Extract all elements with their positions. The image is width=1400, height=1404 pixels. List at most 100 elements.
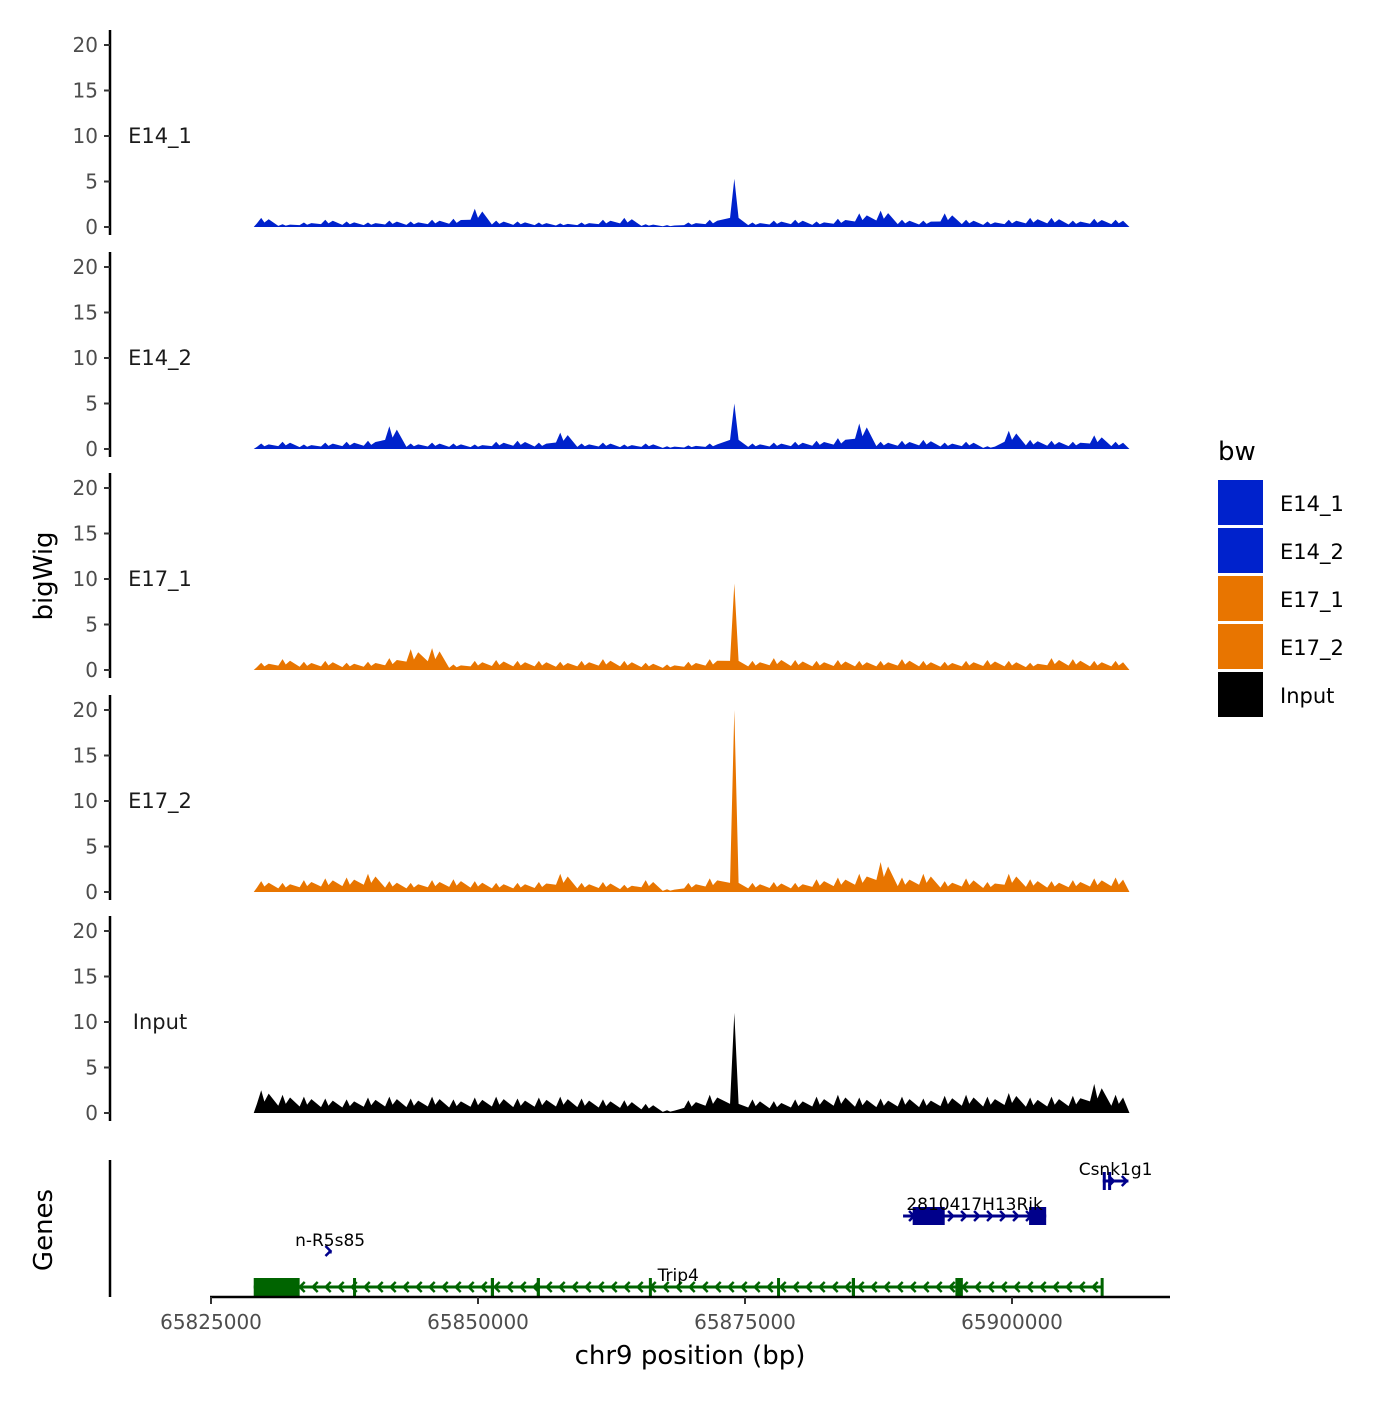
gene-2810417H13Rik: 2810417H13Rik [903, 1195, 1047, 1225]
strand-arrow [466, 1281, 475, 1293]
strand-arrow [297, 1281, 306, 1293]
legend-swatch-E14_1 [1218, 480, 1263, 525]
x-axis-title: chr9 position (bp) [575, 1341, 806, 1371]
y-axis-title: bigWig [29, 531, 59, 620]
strand-arrow [804, 1281, 813, 1293]
strand-arrow [1077, 1281, 1086, 1293]
y-tick-label: 5 [85, 613, 98, 637]
genes-axis-title: Genes [29, 1189, 59, 1271]
strand-arrow [596, 1281, 605, 1293]
x-tick-label: 65850000 [427, 1310, 529, 1334]
strand-arrow [583, 1281, 592, 1293]
strand-arrow [843, 1281, 852, 1293]
legend-swatch-E14_2 [1218, 528, 1263, 573]
strand-arrow [765, 1281, 774, 1293]
strand-arrow [674, 1281, 683, 1293]
y-tick-label: 5 [85, 170, 98, 194]
track-label: E17_1 [128, 567, 192, 592]
track-label: E14_2 [128, 346, 192, 371]
gene-label: n-R5s85 [295, 1231, 365, 1251]
y-tick-label: 10 [73, 346, 98, 370]
signal-area-Input [253, 1012, 1130, 1113]
strand-arrow [310, 1281, 319, 1293]
y-tick-label: 20 [73, 33, 98, 57]
strand-arrow [1064, 1281, 1073, 1293]
y-tick-label: 10 [73, 567, 98, 591]
track-E14_1: 0 5 10 15 20 E14_1 [73, 30, 1130, 239]
exon [777, 1278, 781, 1296]
strand-arrow [570, 1281, 579, 1293]
strand-arrow [830, 1281, 839, 1293]
strand-arrow [700, 1281, 709, 1293]
strand-arrow [908, 1281, 917, 1293]
y-tick-label: 5 [85, 392, 98, 416]
y-tick-label: 20 [73, 255, 98, 279]
strand-arrow [869, 1281, 878, 1293]
legend-label: Input [1280, 684, 1334, 708]
track-E14_2: 0 5 10 15 20 E14_2 [73, 252, 1130, 461]
track-E17_1: 0 5 10 15 20 E17_1 [73, 473, 1130, 682]
strand-arrow [856, 1281, 865, 1293]
track-Input: 0 5 10 15 20 Input [73, 916, 1130, 1125]
signal-area-E17_1 [253, 583, 1130, 670]
strand-arrow [986, 1210, 994, 1222]
legend-label: E17_1 [1280, 588, 1344, 613]
strand-arrow [687, 1281, 696, 1293]
strand-arrow [921, 1281, 930, 1293]
strand-arrow [479, 1281, 488, 1293]
strand-arrow [791, 1281, 800, 1293]
legend-swatch-E17_2 [1218, 624, 1263, 669]
y-tick-label: 0 [85, 437, 98, 461]
y-tick-label: 20 [73, 476, 98, 500]
strand-arrow [609, 1281, 618, 1293]
strand-arrow [726, 1281, 735, 1293]
strand-arrow [1120, 1175, 1129, 1187]
y-tick-label: 15 [73, 744, 98, 768]
strand-arrow [895, 1281, 904, 1293]
strand-arrow [1038, 1281, 1047, 1293]
legend-label: E14_1 [1280, 492, 1344, 517]
y-tick-label: 0 [85, 1101, 98, 1125]
legend-label: E17_2 [1280, 636, 1344, 661]
strand-arrow [622, 1281, 631, 1293]
strand-arrow [973, 1210, 981, 1222]
strand-arrow [817, 1281, 826, 1293]
track-label: E17_2 [128, 789, 192, 814]
x-tick-label: 65825000 [160, 1310, 262, 1334]
exon [353, 1278, 357, 1296]
track-E17_2: 0 5 10 15 20 E17_2 [73, 695, 1130, 904]
strand-arrow [362, 1281, 371, 1293]
strand-arrow [778, 1281, 787, 1293]
strand-arrow [947, 1281, 956, 1293]
y-tick-label: 10 [73, 789, 98, 813]
y-tick-label: 10 [73, 1010, 98, 1034]
y-tick-label: 15 [73, 79, 98, 103]
x-tick-label: 65875000 [694, 1310, 796, 1334]
y-tick-label: 0 [85, 880, 98, 904]
legend: bw E14_1 E14_2 E17_1 E17_2 Input [1218, 437, 1344, 717]
strand-arrow [453, 1281, 462, 1293]
gene-label: Trip4 [657, 1266, 699, 1286]
track-label: Input [133, 1010, 187, 1034]
exon [648, 1278, 652, 1296]
legend-swatch-Input [1218, 672, 1263, 717]
exon [1029, 1207, 1047, 1225]
y-tick-label: 20 [73, 698, 98, 722]
track-label: E14_1 [128, 124, 192, 149]
strand-arrow [739, 1281, 748, 1293]
y-tick-label: 5 [85, 835, 98, 859]
y-tick-label: 5 [85, 1056, 98, 1080]
strand-arrow [324, 1245, 333, 1257]
strand-arrow [323, 1281, 332, 1293]
strand-arrow [973, 1281, 982, 1293]
gene-Csnk1g1: Csnk1g1 [1079, 1160, 1152, 1190]
strand-arrow [661, 1281, 670, 1293]
strand-arrow [492, 1281, 501, 1293]
y-tick-label: 20 [73, 919, 98, 943]
signal-area-E14_1 [253, 178, 1130, 227]
strand-arrow [414, 1281, 423, 1293]
strand-arrow [401, 1281, 410, 1293]
strand-arrow [557, 1281, 566, 1293]
exon [490, 1278, 495, 1296]
y-tick-label: 0 [85, 215, 98, 239]
